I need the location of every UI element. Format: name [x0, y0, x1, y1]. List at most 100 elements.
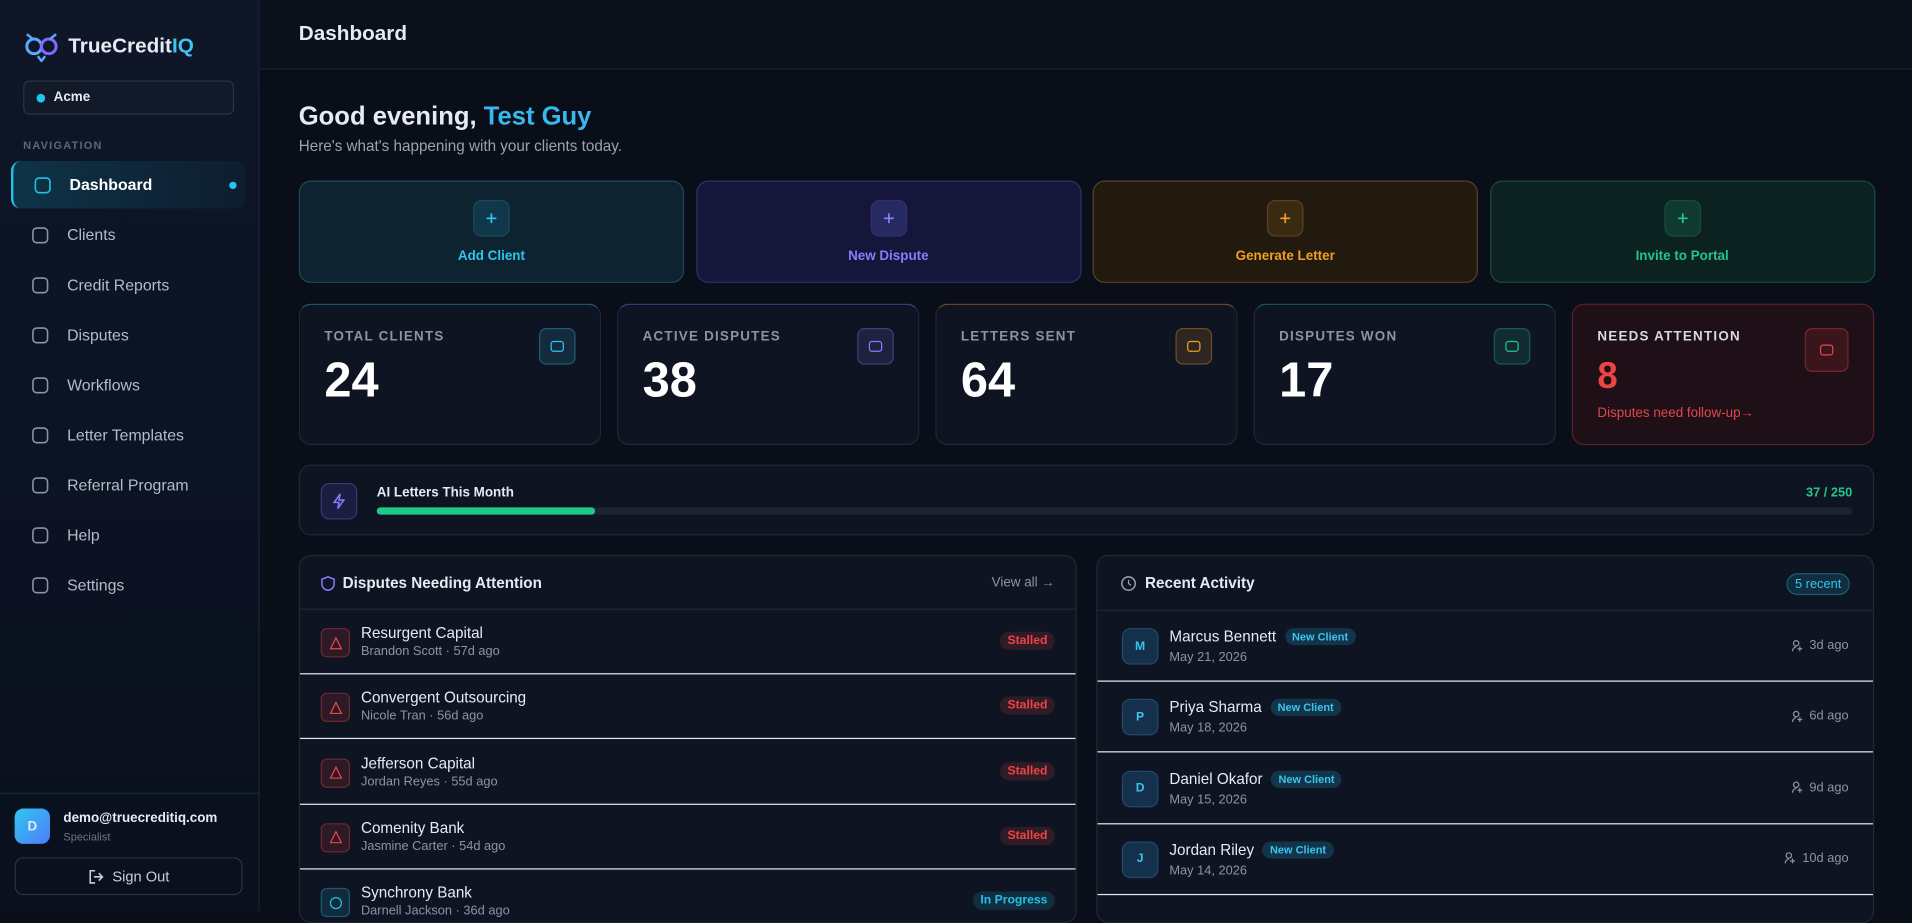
creditor: Resurgent Capital	[360, 624, 483, 642]
greeting: Good evening, Test Guy	[299, 102, 592, 131]
stat-card: TOTAL CLIENTS 24	[298, 303, 602, 446]
quick-action[interactable]: Generate Letter	[1092, 180, 1478, 283]
nav-item[interactable]: Letter Templates	[11, 411, 244, 459]
activity-panel: Recent Activity 5 recent M Marcus Bennett…	[1096, 554, 1875, 923]
activity-tag: New Client	[1262, 841, 1334, 859]
stat-value: 8	[1597, 356, 1618, 397]
activity-date: May 21, 2026	[1169, 650, 1247, 665]
stat-value: 38	[642, 353, 697, 408]
org-switcher[interactable]: Acme	[23, 80, 235, 115]
status-badge: Stalled	[1000, 631, 1055, 651]
panel-title: Recent Activity	[1145, 574, 1255, 592]
nav-label: Disputes	[67, 325, 129, 344]
sign-out-label: Sign Out	[112, 867, 170, 885]
quick-action-label: Generate Letter	[1235, 248, 1335, 264]
user-email: demo@truecreditiq.com	[63, 810, 218, 826]
dispute-meta: Darnell Jackson · 36d ago	[360, 903, 510, 919]
ai-usage: AI Letters This Month 37 / 250	[298, 464, 1875, 536]
nav-item[interactable]: Dashboard	[10, 160, 247, 209]
nav-item[interactable]: Referral Program	[11, 461, 244, 509]
activity-date: May 18, 2026	[1169, 721, 1247, 736]
stat-label: DISPUTES WON	[1279, 329, 1398, 344]
nav-item[interactable]: Settings	[11, 561, 244, 609]
dispute-meta: Nicole Tran · 56d ago	[360, 708, 484, 724]
creditor: Jefferson Capital	[360, 754, 476, 772]
stat-note[interactable]: Disputes need follow-up→	[1597, 406, 1754, 421]
creditor: Comenity Bank	[360, 819, 465, 837]
creditor: Convergent Outsourcing	[360, 689, 527, 707]
activity-ago: 6d ago	[1809, 708, 1849, 724]
activity-ago: 10d ago	[1802, 851, 1849, 866]
stat-card: LETTERS SENT 64	[935, 303, 1238, 446]
divider	[0, 792, 259, 794]
activity-tag: New Client	[1271, 770, 1342, 788]
stat-label: NEEDS ATTENTION	[1597, 329, 1741, 344]
dispute-row[interactable]: Synchrony Bank Darnell Jackson · 36d ago I…	[300, 870, 1076, 922]
quick-action[interactable]: Add Client	[298, 180, 685, 283]
greeting-prefix: Good evening,	[298, 102, 477, 131]
nav-heading: NAVIGATION	[23, 139, 103, 152]
stat-label: ACTIVE DISPUTES	[642, 329, 781, 344]
sign-out[interactable]: Sign Out	[14, 857, 243, 896]
nav-label: Workflows	[67, 375, 140, 394]
nav-item[interactable]: Disputes	[11, 311, 244, 359]
ai-usage-label: AI Letters This Month	[376, 485, 514, 501]
greeting-name: Test Guy	[483, 102, 592, 131]
activity-date: May 14, 2026	[1169, 863, 1247, 878]
quick-action[interactable]: New Dispute	[695, 180, 1081, 283]
dispute-row[interactable]: Resurgent Capital Brandon Scott · 57d ago…	[299, 610, 1076, 675]
dispute-row[interactable]: Comenity Bank Jasmine Carter · 54d ago Sta…	[299, 805, 1076, 870]
activity-date: May 15, 2026	[1169, 792, 1247, 807]
nav-label: Settings	[67, 575, 125, 594]
status-badge: Stalled	[1000, 761, 1055, 781]
activity-name: Marcus Bennett	[1169, 628, 1277, 646]
quick-action-label: Add Client	[457, 248, 525, 264]
activity-avatar: J	[1121, 841, 1159, 878]
nav-item[interactable]: Clients	[11, 211, 244, 259]
disputes-panel: Disputes Needing Attention View all → Re…	[298, 554, 1077, 923]
header-title: Dashboard	[298, 21, 408, 46]
nav-item[interactable]: Workflows	[11, 361, 244, 409]
brand-suffix: IQ	[171, 34, 194, 58]
activity-avatar: P	[1121, 699, 1159, 736]
quick-action[interactable]: Invite to Portal	[1489, 180, 1875, 283]
stat-card: NEEDS ATTENTION 8 Disputes need follow-up→	[1571, 303, 1875, 446]
sidebar: TrueCreditIQ Acme NAVIGATION Dashboard Cl…	[0, 0, 260, 911]
activity-name: Jordan Riley	[1169, 841, 1255, 859]
activity-tag: New Client	[1270, 699, 1342, 717]
nav-label: Dashboard	[69, 175, 153, 194]
stat-label: TOTAL CLIENTS	[324, 329, 445, 344]
ai-usage-count: 37 / 250	[1805, 485, 1853, 501]
user-role: Specialist	[63, 830, 111, 843]
nav-label: Letter Templates	[67, 425, 184, 444]
stat-label: LETTERS SENT	[960, 329, 1077, 344]
nav-label: Clients	[67, 225, 116, 244]
status-badge: Stalled	[1000, 826, 1055, 846]
stat-value: 17	[1279, 353, 1334, 408]
activity-row[interactable]: P Priya Sharma New Client May 18, 2026 6d ag…	[1097, 682, 1873, 753]
dispute-meta: Brandon Scott · 57d ago	[360, 643, 500, 659]
dispute-row[interactable]: Convergent Outsourcing Nicole Tran · 56d …	[299, 675, 1076, 740]
view-all[interactable]: View all →	[991, 575, 1055, 591]
stat-card: DISPUTES WON 17	[1253, 303, 1556, 446]
activity-row[interactable]: M Marcus Bennett New Client May 21, 2026 3d …	[1097, 611, 1873, 682]
activity-avatar: M	[1121, 628, 1159, 665]
logo	[25, 33, 58, 63]
panel-title: Disputes Needing Attention	[342, 574, 542, 592]
creditor: Synchrony Bank	[360, 884, 472, 902]
quick-action-label: New Dispute	[848, 248, 929, 264]
greeting-subtitle: Here's what's happening with your client…	[298, 137, 623, 155]
activity-row[interactable]: J Jordan Riley New Client May 14, 2026 10d a…	[1097, 824, 1873, 896]
user-avatar: D	[14, 808, 50, 844]
dispute-meta: Jordan Reyes · 55d ago	[360, 773, 498, 789]
nav-item[interactable]: Help	[11, 511, 244, 559]
nav-item[interactable]: Credit Reports	[11, 261, 244, 309]
activity-row[interactable]: D Daniel Okafor New Client May 15, 2026 9d a…	[1097, 753, 1873, 824]
dispute-row[interactable]: Jefferson Capital Jordan Reyes · 55d ago S…	[299, 740, 1076, 805]
dispute-meta: Jasmine Carter · 54d ago	[360, 838, 506, 854]
nav-label: Referral Program	[67, 475, 189, 494]
nav-label: Credit Reports	[67, 275, 170, 294]
stat-value: 24	[324, 353, 379, 408]
